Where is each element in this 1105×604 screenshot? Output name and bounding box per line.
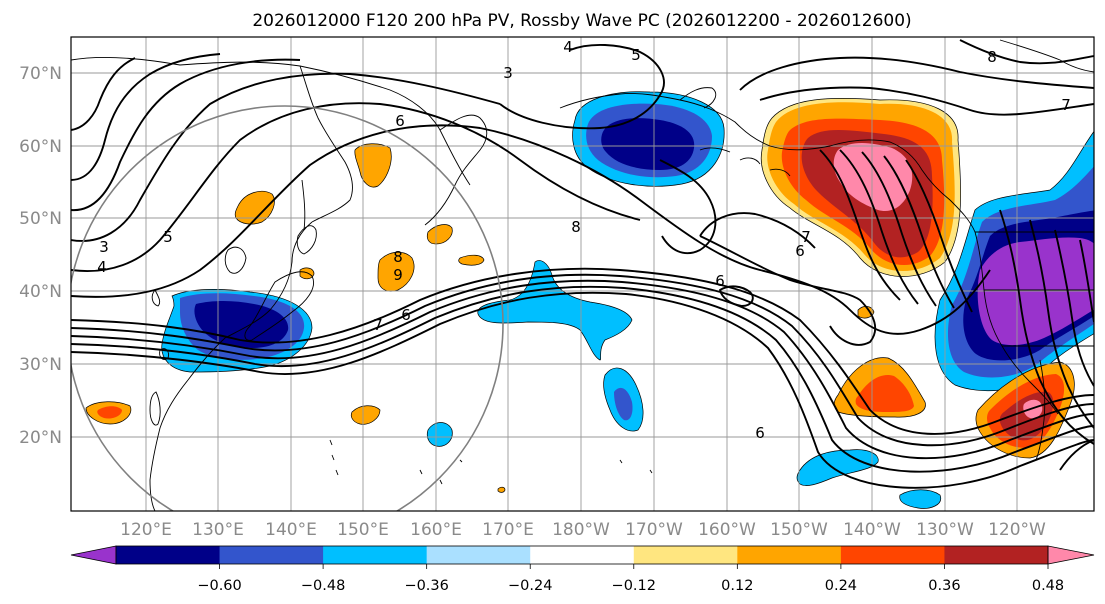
lon-tick-label: 170°E (482, 520, 534, 540)
contour-label: 4 (97, 258, 107, 276)
gridlines (71, 37, 1094, 511)
anomaly-westus-negative (934, 130, 1094, 392)
contour-label: 6 (715, 272, 725, 290)
lat-tick-label: 50°N (19, 209, 62, 229)
colorbar-segment (116, 546, 221, 564)
lat-tick-label: 20°N (19, 428, 62, 448)
colorbar-tick-label: −0.24 (508, 578, 552, 594)
contour-label: 7 (1061, 96, 1071, 114)
lon-tick-label: 130°E (192, 520, 244, 540)
contour-label: 8 (393, 248, 403, 266)
contour-label: 6 (395, 112, 405, 130)
colorbar-segment (633, 546, 738, 564)
pv-contours (71, 39, 1094, 489)
great-circle-annotation (71, 105, 504, 511)
colorbar-tick-label: −0.12 (612, 578, 656, 594)
colorbar-segment (944, 546, 1049, 564)
contour-label: 8 (987, 48, 997, 66)
contour-label: 3 (99, 238, 109, 256)
contour-label: 8 (571, 218, 581, 236)
map-frame (70, 36, 1095, 512)
contour-label: 7 (801, 228, 811, 246)
anomaly-bering-negative (572, 91, 725, 187)
lon-tick-label: 140°E (265, 520, 317, 540)
anomaly-kuril-positive (377, 251, 415, 292)
anomaly-alaska-positive (760, 97, 961, 277)
colorbar-tick-label: 0.24 (825, 578, 857, 594)
contour-label: 4 (563, 38, 573, 56)
colorbar-segment (426, 546, 531, 564)
contour-label: 5 (631, 46, 641, 64)
colorbar-segment (840, 546, 945, 564)
longitude-labels: 120°E 130°E 140°E 150°E 160°E 170°E 180°W 170°W… (120, 520, 1046, 540)
contour-label: 9 (393, 266, 403, 284)
colorbar-segment (530, 546, 635, 564)
colorbar-tick-label: 0.48 (1032, 578, 1064, 594)
latitude-labels: 70°N 60°N 50°N 40°N 30°N 20°N (19, 64, 62, 448)
lat-tick-label: 70°N (19, 64, 62, 84)
contour-label: 6 (755, 424, 765, 442)
lon-tick-label: 120°E (120, 520, 172, 540)
anomaly-central-pacific-negative (477, 260, 633, 361)
contour-label: 6 (795, 242, 805, 260)
lat-tick-label: 40°N (19, 282, 62, 302)
lat-tick-label: 30°N (19, 355, 62, 375)
contour-label: 6 (401, 306, 411, 324)
lon-tick-label: 170°W (625, 520, 683, 540)
lon-tick-label: 150°E (337, 520, 389, 540)
lon-tick-label: 140°W (843, 520, 901, 540)
lon-tick-label: 150°W (770, 520, 828, 540)
colorbar-tick-label: −0.60 (197, 578, 241, 594)
lon-tick-label: 180°W (552, 520, 610, 540)
colorbar: −0.60 −0.48 −0.36 −0.24 −0.12 0.12 0.24 0.36 0.4… (70, 545, 1095, 594)
colorbar-tick-label: −0.48 (301, 578, 345, 594)
colorbar-segment (737, 546, 842, 564)
colorbar-tick-label: 0.12 (721, 578, 753, 594)
anomaly-hawaii-positive (833, 357, 926, 418)
lon-tick-label: 120°W (988, 520, 1046, 540)
lon-tick-label: 160°E (410, 520, 462, 540)
colorbar-segment (323, 546, 428, 564)
colorbar-segment (219, 546, 324, 564)
lat-tick-label: 60°N (19, 137, 62, 157)
colorbar-extend-high (1047, 545, 1095, 565)
contour-label: 7 (373, 316, 383, 334)
colorbar-tick-label: 0.36 (928, 578, 960, 594)
contour-label: 5 (163, 228, 173, 246)
map-title: 2026012000 F120 200 hPa PV, Rossby Wave … (252, 11, 911, 31)
contour-label: 3 (503, 64, 513, 82)
colorbar-tick-label: −0.36 (404, 578, 448, 594)
colorbar-extend-low (70, 545, 117, 565)
colorbar-frame (115, 545, 1049, 565)
lon-tick-label: 130°W (916, 520, 974, 540)
coastlines (71, 39, 1094, 511)
lon-tick-label: 160°W (698, 520, 756, 540)
